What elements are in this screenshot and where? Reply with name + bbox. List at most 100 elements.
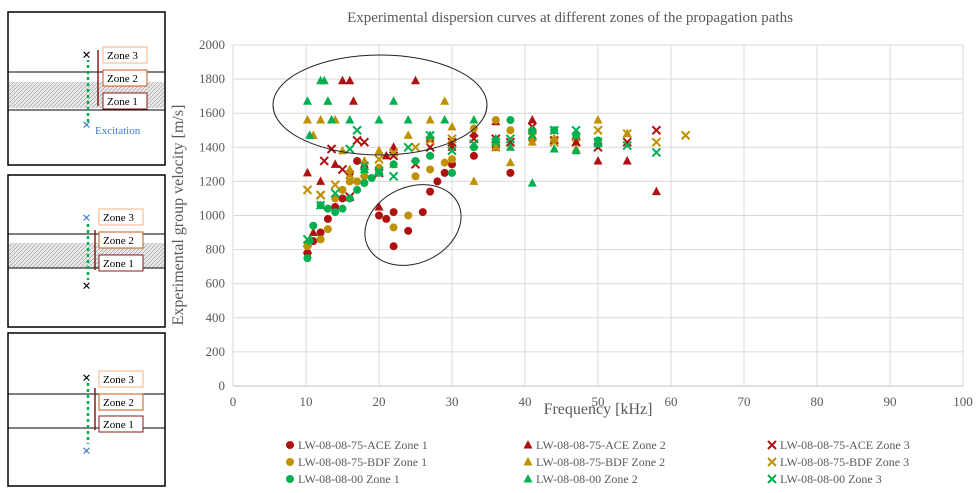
- excitation-label: Excitation: [95, 125, 141, 137]
- point: [316, 235, 325, 244]
- point: [680, 130, 691, 141]
- point: [549, 137, 559, 147]
- legend-marker: [286, 441, 294, 449]
- point: [345, 169, 355, 180]
- point: [411, 156, 420, 165]
- point: [327, 115, 337, 124]
- legend-label: LW-08-08-75-ACE Zone 2: [536, 438, 666, 452]
- point: [593, 155, 603, 165]
- zone-label: Zone 2: [107, 73, 138, 85]
- point: [505, 137, 516, 147]
- legend-marker: [767, 457, 777, 467]
- annotation-ellipse: [272, 54, 488, 156]
- point: [315, 190, 326, 200]
- zone-label: Zone 2: [103, 397, 134, 409]
- point: [352, 125, 362, 135]
- point: [593, 115, 603, 124]
- y-tick-label: 1400: [199, 139, 225, 154]
- point: [469, 128, 479, 138]
- legend: LW-08-08-75-ACE Zone 1 LW-08-08-75-ACE Zo…: [286, 438, 910, 486]
- x-tick-label: 10: [300, 394, 313, 409]
- svg-text:×: ×: [82, 370, 91, 387]
- point: [353, 185, 362, 194]
- point: [622, 155, 632, 165]
- point: [505, 157, 515, 167]
- point: [316, 115, 326, 124]
- point: [651, 147, 662, 158]
- point: [469, 139, 479, 149]
- point: [506, 116, 515, 125]
- point: [622, 140, 632, 151]
- point: [651, 125, 662, 135]
- point: [337, 164, 348, 175]
- point: [440, 168, 449, 177]
- point: [330, 180, 340, 190]
- y-tick-label: 200: [206, 344, 226, 359]
- x-tick-label: 90: [884, 394, 897, 409]
- point: [527, 178, 537, 187]
- point: [389, 223, 398, 232]
- diagram-panel: × × Zone 3 Zone 2 Zone 1: [7, 332, 166, 487]
- legend-label: LW-08-08-00 Zone 1: [298, 472, 400, 486]
- point: [345, 115, 355, 124]
- point: [367, 173, 376, 182]
- x-tick-label: 0: [230, 394, 237, 409]
- legend-marker: [767, 440, 777, 450]
- point: [330, 188, 340, 199]
- legend-marker: [523, 457, 533, 466]
- legend-marker: [523, 440, 533, 449]
- point: [326, 144, 337, 154]
- point: [527, 137, 537, 146]
- point: [651, 137, 662, 147]
- point: [571, 125, 581, 135]
- point: [593, 137, 603, 147]
- x-tick-label: 40: [519, 394, 532, 409]
- point: [404, 211, 413, 220]
- point: [345, 164, 355, 173]
- point: [303, 254, 312, 263]
- point: [491, 137, 501, 147]
- point: [374, 115, 384, 124]
- point: [593, 125, 603, 135]
- zone-label: Zone 2: [103, 235, 134, 247]
- point: [440, 158, 449, 167]
- point: [410, 142, 421, 153]
- point: [448, 155, 456, 164]
- point: [527, 130, 538, 141]
- point: [302, 185, 313, 195]
- point: [403, 115, 413, 124]
- point: [447, 134, 457, 144]
- point: [447, 146, 457, 156]
- point: [389, 96, 399, 105]
- legend-label: LW-08-08-00 Zone 2: [536, 472, 638, 486]
- point: [426, 151, 435, 160]
- y-tick-label: 400: [206, 310, 226, 325]
- point: [302, 96, 312, 105]
- point: [319, 75, 329, 85]
- zone-label: Zone 3: [107, 50, 138, 62]
- point: [330, 159, 340, 168]
- point: [316, 228, 325, 237]
- annotation-ellipse: [364, 184, 462, 266]
- point: [323, 225, 332, 234]
- point: [491, 116, 500, 125]
- point: [302, 115, 312, 124]
- legend-marker: [286, 475, 294, 483]
- point: [345, 177, 354, 186]
- point: [353, 177, 362, 186]
- x-tick-label: 60: [665, 394, 678, 409]
- y-axis-label: Experimental group velocity [m/s]: [170, 105, 187, 326]
- point: [433, 177, 442, 186]
- point: [359, 161, 370, 171]
- point: [323, 96, 333, 105]
- point: [323, 204, 332, 213]
- point: [403, 142, 413, 153]
- legend-marker: [767, 474, 777, 484]
- point: [345, 144, 355, 154]
- point: [374, 154, 384, 164]
- point: [506, 126, 515, 135]
- point: [302, 234, 313, 245]
- point: [352, 135, 362, 146]
